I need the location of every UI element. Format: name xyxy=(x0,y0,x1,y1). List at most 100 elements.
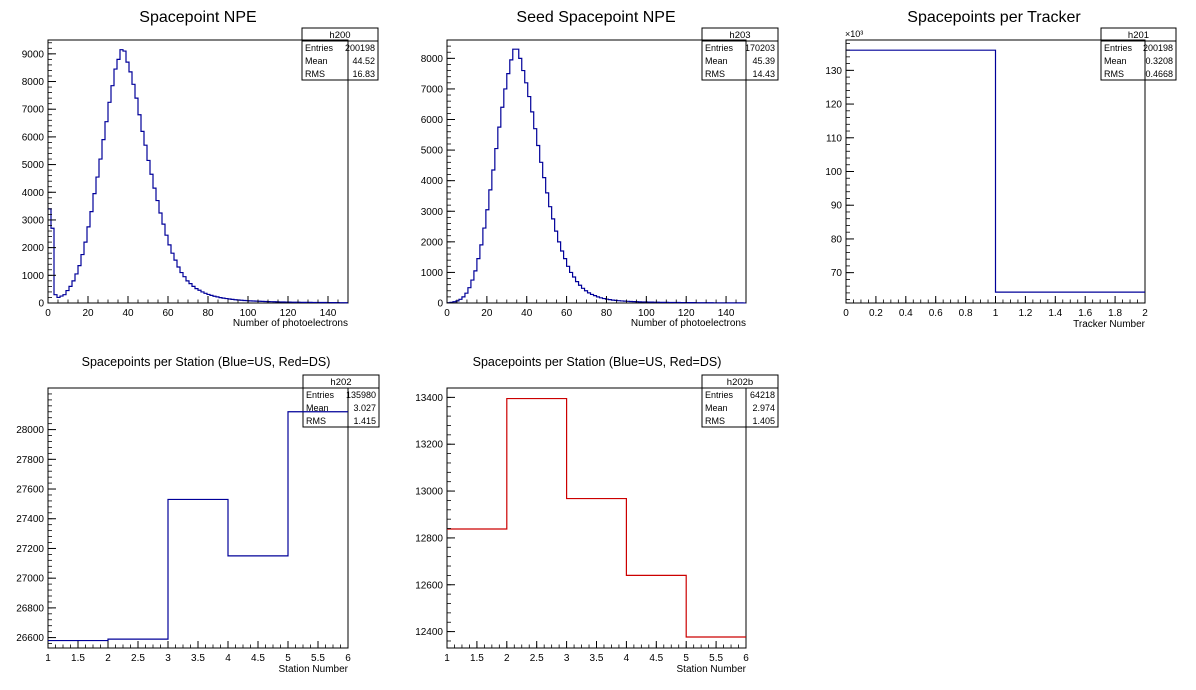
x-tick-label: 1.2 xyxy=(1018,308,1032,319)
stats-value: 45.39 xyxy=(752,56,775,66)
stats-label: Mean xyxy=(306,403,329,413)
x-tick-label: 0 xyxy=(45,308,51,319)
stats-value: 64218 xyxy=(750,390,775,400)
stats-value: 14.43 xyxy=(752,69,775,79)
y-tick-label: 110 xyxy=(826,133,842,144)
y-tick-label: 90 xyxy=(831,201,843,212)
y-exponent-label: ×10³ xyxy=(845,29,863,39)
y-tick-label: 4000 xyxy=(22,188,45,199)
stats-box-frame xyxy=(301,27,379,81)
stats-value: 2.974 xyxy=(752,403,775,413)
x-tick-label: 0.2 xyxy=(869,308,883,319)
x-tick-label: 80 xyxy=(202,308,214,319)
y-tick-label: 28000 xyxy=(16,425,44,436)
stats-box-title: h201 xyxy=(1128,30,1149,41)
x-axis-label: Number of photoelectrons xyxy=(233,318,348,329)
y-tick-label: 8000 xyxy=(22,77,45,88)
x-tick-label: 3 xyxy=(564,653,570,664)
x-tick-label: 140 xyxy=(320,308,337,319)
stats-label: Entries xyxy=(705,43,734,53)
x-tick-label: 3 xyxy=(165,653,171,664)
x-tick-label: 1.8 xyxy=(1108,308,1122,319)
stats-box-title: h200 xyxy=(329,30,350,41)
y-tick-label: 130 xyxy=(825,66,842,77)
x-tick-label: 2 xyxy=(1142,308,1148,319)
y-tick-label: 1000 xyxy=(22,271,45,282)
y-tick-label: 12800 xyxy=(415,533,443,544)
x-axis-label: Station Number xyxy=(677,664,747,675)
y-tick-label: 120 xyxy=(825,100,842,111)
stats-value: 200198 xyxy=(1143,43,1173,53)
stats-value: 135980 xyxy=(346,390,376,400)
stats-value: 170203 xyxy=(745,43,775,53)
y-tick-label: 8000 xyxy=(421,54,444,65)
x-tick-label: 1 xyxy=(45,653,51,664)
y-tick-label: 27600 xyxy=(16,485,44,496)
panel-spacepoints-per-tracker: Spacepoints per Tracker Tracker Number ×… xyxy=(825,9,1177,330)
x-tick-label: 2.5 xyxy=(131,653,145,664)
stats-box: h200 Entries 200198 Mean 44.52 RMS 16.83 xyxy=(301,27,379,81)
y-tick-label: 80 xyxy=(831,234,843,245)
panel-seed-spacepoint-npe: Seed Spacepoint NPE Number of photoelect… xyxy=(421,9,779,329)
x-tick-label: 0.4 xyxy=(899,308,913,319)
stats-box-frame xyxy=(701,27,779,81)
y-tick-label: 2000 xyxy=(421,237,444,248)
stats-label: RMS xyxy=(305,69,325,79)
stats-box: h201 Entries 200198 Mean 0.3208 RMS 0.4668 xyxy=(1100,27,1177,81)
stats-value: 16.83 xyxy=(352,69,375,79)
histogram-series xyxy=(48,411,348,642)
stats-box: h203 Entries 170203 Mean 45.39 RMS 14.43 xyxy=(701,27,779,81)
x-axis-label: Station Number xyxy=(279,664,349,675)
y-tick-label: 4000 xyxy=(421,176,444,187)
x-tick-label: 6 xyxy=(345,653,351,664)
x-tick-label: 2 xyxy=(105,653,111,664)
y-tick-label: 5000 xyxy=(421,146,444,157)
stats-box-title: h202 xyxy=(330,377,351,388)
x-tick-label: 40 xyxy=(122,308,134,319)
y-tick-label: 3000 xyxy=(22,215,45,226)
x-tick-label: 2.5 xyxy=(530,653,544,664)
chart-title: Seed Spacepoint NPE xyxy=(516,9,675,26)
x-tick-label: 120 xyxy=(678,308,695,319)
chart-title: Spacepoints per Station (Blue=US, Red=DS… xyxy=(82,355,331,369)
stats-box-frame xyxy=(701,374,779,428)
y-tick-label: 6000 xyxy=(421,115,444,126)
x-tick-label: 4 xyxy=(225,653,231,664)
histogram-series xyxy=(846,49,1145,293)
y-tick-label: 12600 xyxy=(415,580,443,591)
stats-value: 0.4668 xyxy=(1145,69,1173,79)
stats-label: Entries xyxy=(305,43,334,53)
stats-box-title: h203 xyxy=(729,30,750,41)
y-tick-label: 1000 xyxy=(421,268,444,279)
stats-label: Entries xyxy=(705,390,734,400)
stats-value: 44.52 xyxy=(352,56,375,66)
stats-label: Mean xyxy=(705,56,728,66)
y-tick-label: 6000 xyxy=(22,132,45,143)
x-tick-label: 20 xyxy=(481,308,493,319)
x-tick-label: 0.6 xyxy=(929,308,943,319)
chart-title: Spacepoints per Tracker xyxy=(907,9,1081,26)
x-tick-label: 3.5 xyxy=(191,653,205,664)
stats-label: RMS xyxy=(705,416,725,426)
stats-box-title: h202b xyxy=(727,377,753,388)
x-tick-label: 4 xyxy=(624,653,630,664)
x-tick-label: 6 xyxy=(743,653,749,664)
x-tick-label: 0 xyxy=(444,308,450,319)
x-tick-label: 5 xyxy=(683,653,689,664)
x-tick-label: 80 xyxy=(601,308,613,319)
y-tick-label: 7000 xyxy=(421,84,444,95)
y-tick-label: 9000 xyxy=(22,49,45,60)
panel-spacepoints-per-station-ds: Spacepoints per Station (Blue=US, Red=DS… xyxy=(415,355,779,675)
y-tick-label: 0 xyxy=(38,299,44,310)
y-tick-label: 26600 xyxy=(16,633,44,644)
stats-value: 1.405 xyxy=(752,416,775,426)
histogram-series xyxy=(48,49,348,304)
x-tick-label: 40 xyxy=(521,308,533,319)
stats-label: Entries xyxy=(1104,43,1133,53)
x-tick-label: 20 xyxy=(82,308,94,319)
stats-value: 3.027 xyxy=(353,403,376,413)
y-tick-label: 13400 xyxy=(415,393,443,404)
x-tick-label: 140 xyxy=(718,308,735,319)
y-tick-label: 27200 xyxy=(16,544,44,555)
